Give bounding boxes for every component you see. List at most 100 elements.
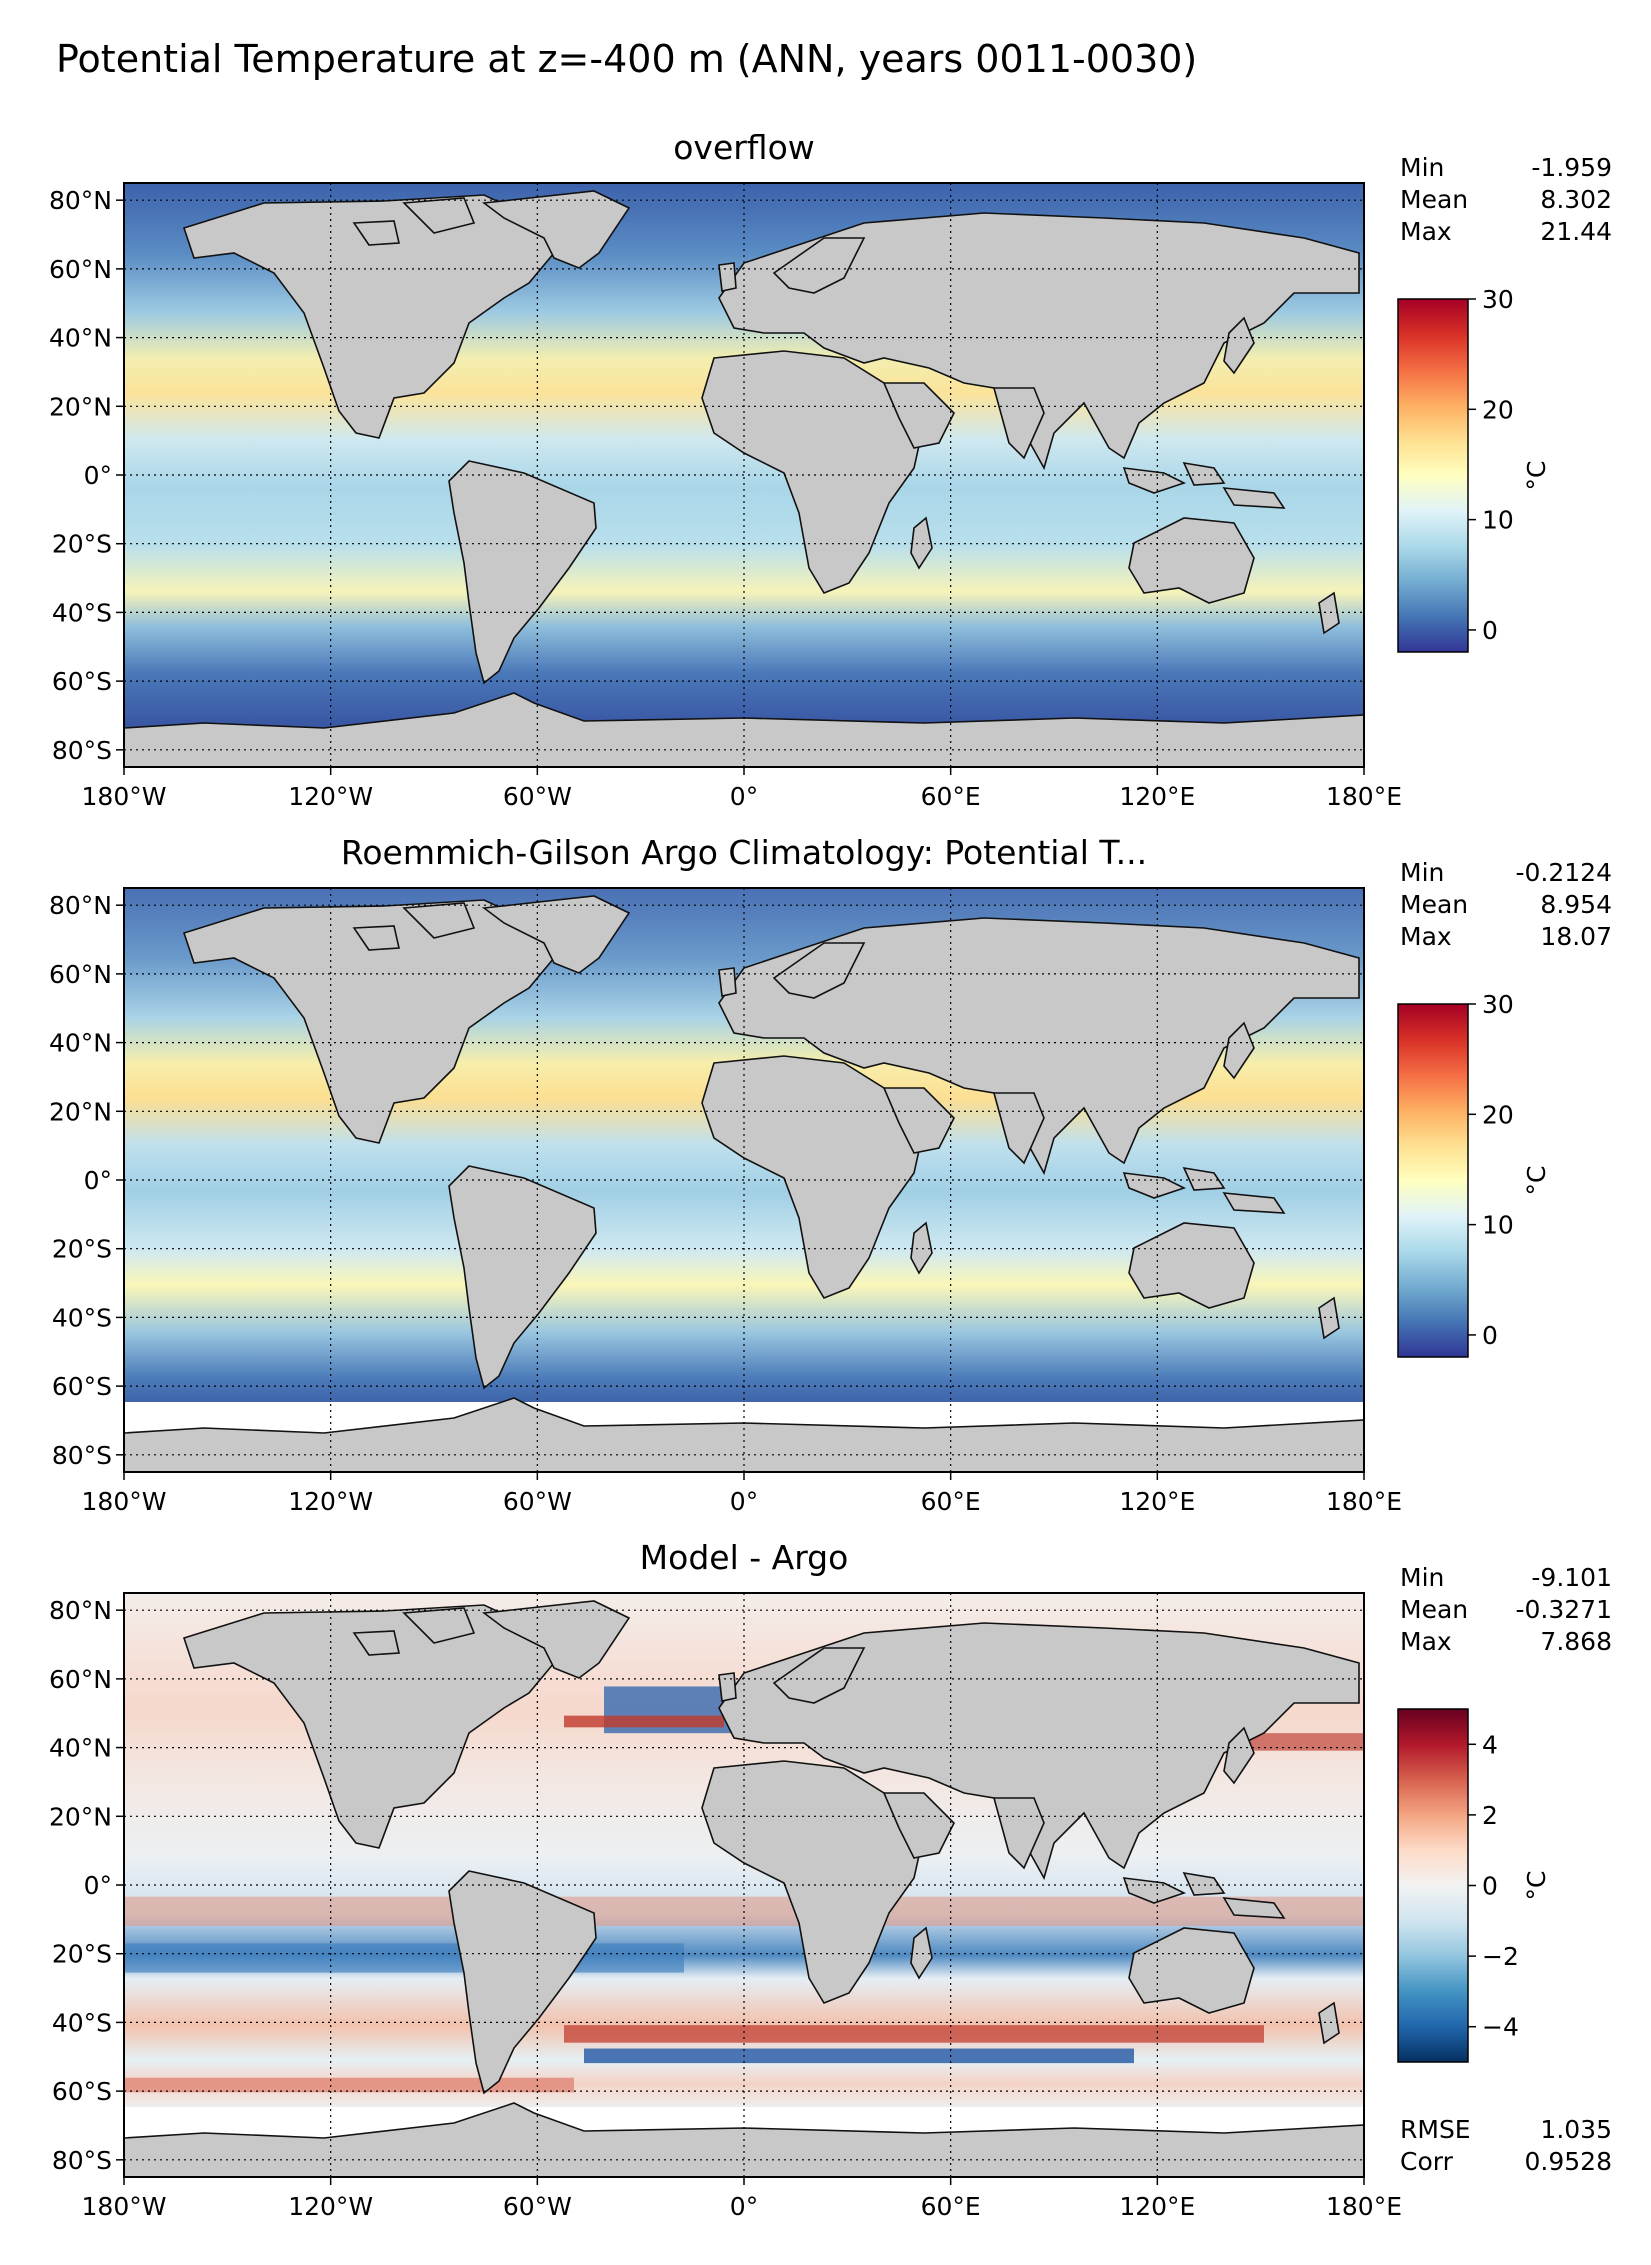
lon-tick-label: 180°E	[1326, 2192, 1402, 2221]
map-panel-1: overflow 80°N 60°N 40°N 20°N 0° 20°S 40°S 60°S 80…	[49, 128, 1612, 811]
lon-tick-label: 180°E	[1326, 782, 1402, 811]
lat-tick-label: 40°N	[49, 1029, 112, 1058]
stat-value: 0.9528	[1525, 2147, 1612, 2176]
colorbar-tick-label: 30	[1482, 990, 1514, 1019]
stat-value: 8.954	[1540, 890, 1612, 919]
colorbar-unit-label: °C	[1522, 461, 1551, 491]
stat-value: 8.302	[1540, 185, 1612, 214]
stat-value: 21.44	[1540, 217, 1612, 246]
lat-tick-label: 40°S	[52, 598, 112, 627]
lat-tick-label: 0°	[84, 461, 112, 490]
colorbar	[1397, 1708, 1469, 2063]
map-area	[123, 182, 1365, 768]
stat-label: Mean	[1400, 185, 1468, 214]
lat-tick-label: 60°S	[52, 2077, 112, 2106]
map-panel-3: Model - Argo 80°N 60°N 40°N 20°N 0° 20°S 40°S 60…	[49, 1538, 1612, 2221]
lat-tick-label: 60°S	[52, 1372, 112, 1401]
colorbar-tick-label: 0	[1482, 1321, 1498, 1350]
stat-label: Max	[1400, 1627, 1452, 1656]
lat-tick-label: 40°S	[52, 1303, 112, 1332]
colorbar-tick-label: 20	[1482, 1100, 1514, 1129]
lon-tick-label: 120°W	[288, 1487, 373, 1516]
stat-value: -0.2124	[1516, 858, 1613, 887]
lon-tick-label: 60°E	[921, 2192, 981, 2221]
panel-title: overflow	[673, 128, 815, 167]
colorbar-tick-label: 4	[1482, 1730, 1498, 1759]
colorbar-tick-label: 30	[1482, 285, 1514, 314]
lon-tick-label: 0°	[730, 2192, 758, 2221]
lon-tick-label: 60°E	[921, 782, 981, 811]
colorbar-unit-label: °C	[1522, 1871, 1551, 1901]
lon-tick-label: 0°	[730, 782, 758, 811]
anomaly-band	[124, 2077, 574, 2093]
stat-label: Mean	[1400, 1595, 1468, 1624]
panel-title: Model - Argo	[640, 1538, 849, 1577]
lat-tick-label: 40°N	[49, 324, 112, 353]
stat-label: Min	[1400, 858, 1444, 887]
lat-tick-label: 20°S	[52, 1235, 112, 1264]
colorbar-tick-label: 20	[1482, 395, 1514, 424]
stat-value: 7.868	[1540, 1627, 1612, 1656]
stat-label: Mean	[1400, 890, 1468, 919]
anomaly-band	[124, 1943, 684, 1973]
lat-tick-label: 80°S	[52, 1441, 112, 1470]
lon-tick-label: 120°E	[1119, 1487, 1195, 1516]
anomaly-band	[584, 2048, 1134, 2064]
lat-tick-label: 60°S	[52, 667, 112, 696]
lat-tick-label: 0°	[84, 1871, 112, 1900]
stat-label: Min	[1400, 153, 1444, 182]
lon-tick-label: 60°W	[503, 2192, 572, 2221]
lon-tick-label: 120°E	[1119, 2192, 1195, 2221]
colorbar-tick-label: −4	[1482, 2013, 1519, 2042]
colorbar	[1397, 298, 1469, 653]
lat-tick-label: 20°N	[49, 1802, 112, 1831]
stat-value: 1.035	[1540, 2115, 1612, 2144]
colorbar	[1397, 1003, 1469, 1358]
colorbar-tick-label: 0	[1482, 616, 1498, 645]
map-panel-2: Roemmich-Gilson Argo Climatology: Potent…	[49, 833, 1612, 1516]
lat-tick-label: 60°N	[49, 1665, 112, 1694]
lon-tick-label: 180°E	[1326, 1487, 1402, 1516]
lat-tick-label: 60°N	[49, 255, 112, 284]
lon-tick-label: 0°	[730, 1487, 758, 1516]
colorbar-tick-label: −2	[1482, 1942, 1519, 1971]
lon-tick-label: 180°W	[82, 782, 167, 811]
anomaly-band	[564, 2025, 1264, 2043]
lon-tick-label: 180°W	[82, 1487, 167, 1516]
stat-value: -0.3271	[1516, 1595, 1613, 1624]
lat-tick-label: 60°N	[49, 960, 112, 989]
lat-tick-label: 80°S	[52, 736, 112, 765]
stat-label: Corr	[1400, 2147, 1454, 2176]
colorbar-tick-label: 0	[1482, 1872, 1498, 1901]
lat-tick-label: 20°S	[52, 1940, 112, 1969]
lat-tick-label: 0°	[84, 1166, 112, 1195]
colorbar-tick-label: 10	[1482, 1211, 1514, 1240]
map-area	[123, 1592, 1365, 2178]
stat-label: RMSE	[1400, 2115, 1471, 2144]
lat-tick-label: 20°N	[49, 1097, 112, 1126]
lat-tick-label: 80°N	[49, 1596, 112, 1625]
stat-label: Max	[1400, 922, 1452, 951]
map-area	[123, 887, 1365, 1473]
lon-tick-label: 120°W	[288, 782, 373, 811]
figure-title: Potential Temperature at z=-400 m (ANN, …	[56, 37, 1197, 81]
lat-tick-label: 40°N	[49, 1734, 112, 1763]
stat-value: 18.07	[1540, 922, 1612, 951]
lat-tick-label: 80°N	[49, 891, 112, 920]
lon-tick-label: 60°W	[503, 1487, 572, 1516]
panel-title: Roemmich-Gilson Argo Climatology: Potent…	[341, 833, 1147, 872]
colorbar-tick-label: 10	[1482, 506, 1514, 535]
lat-tick-label: 20°N	[49, 392, 112, 421]
stat-label: Max	[1400, 217, 1452, 246]
lat-tick-label: 80°S	[52, 2146, 112, 2175]
anomaly-band	[564, 1715, 724, 1728]
lon-tick-label: 60°W	[503, 782, 572, 811]
stat-value: -9.101	[1531, 1563, 1612, 1592]
stat-label: Min	[1400, 1563, 1444, 1592]
colorbar-unit-label: °C	[1522, 1166, 1551, 1196]
lat-tick-label: 20°S	[52, 530, 112, 559]
lon-tick-label: 120°E	[1119, 782, 1195, 811]
colorbar-tick-label: 2	[1482, 1801, 1498, 1830]
lon-tick-label: 60°E	[921, 1487, 981, 1516]
